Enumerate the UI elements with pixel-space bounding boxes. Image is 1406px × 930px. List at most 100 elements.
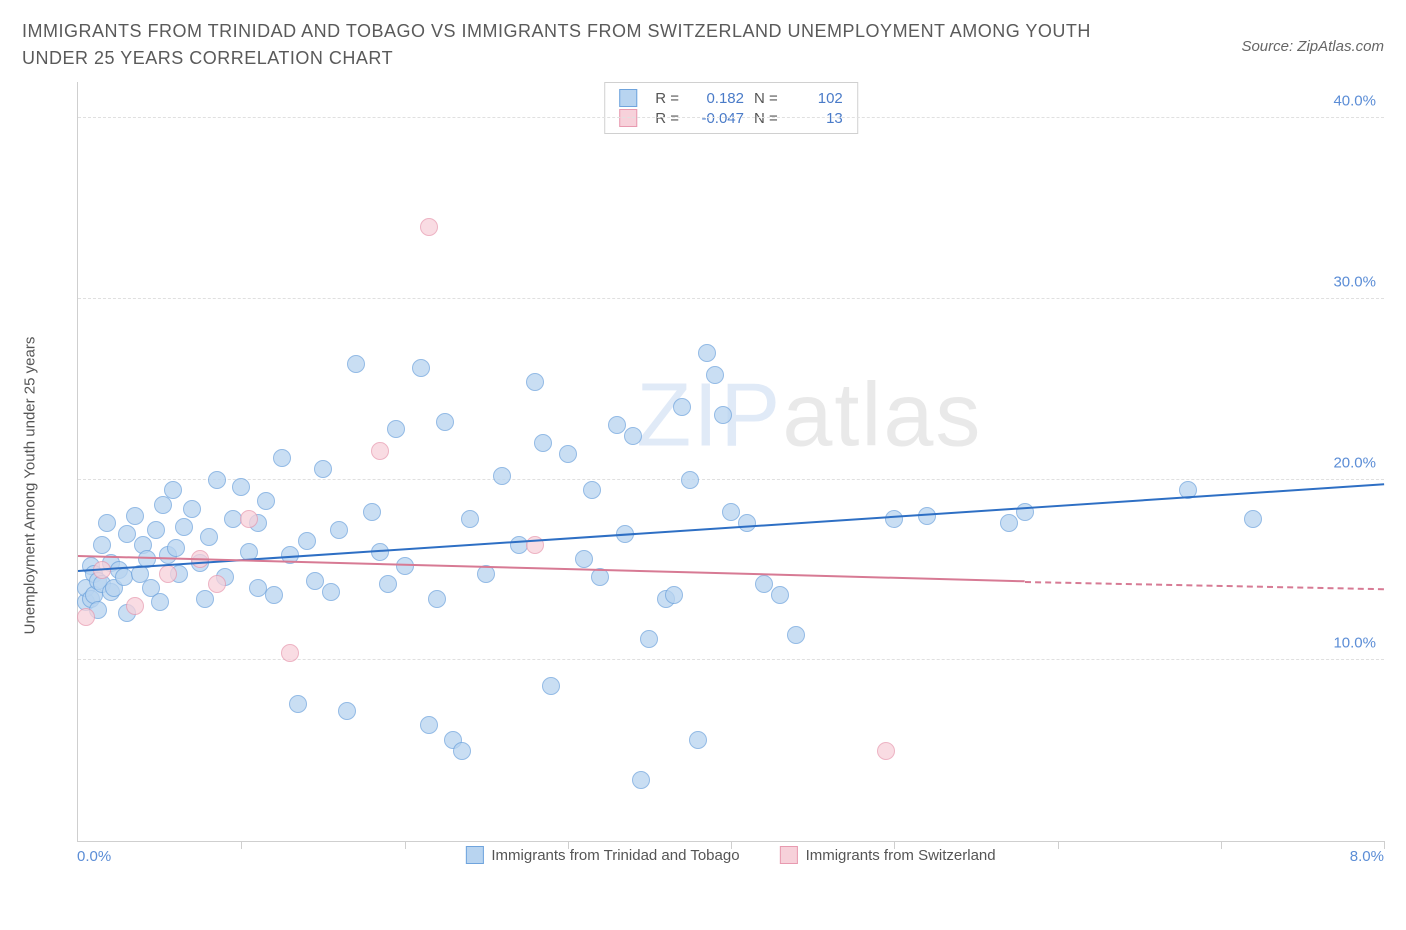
scatter-point-s1 bbox=[722, 503, 740, 521]
x-axis-max-label: 8.0% bbox=[1350, 848, 1384, 865]
scatter-point-s1 bbox=[249, 579, 267, 597]
legend-label-s1: Immigrants from Trinidad and Tobago bbox=[491, 847, 739, 864]
gridline bbox=[78, 117, 1384, 118]
gridline bbox=[78, 479, 1384, 480]
scatter-point-s1 bbox=[885, 510, 903, 528]
scatter-point-s1 bbox=[1244, 510, 1262, 528]
scatter-point-s2 bbox=[877, 742, 895, 760]
gridline bbox=[78, 298, 1384, 299]
watermark-atlas: atlas bbox=[782, 365, 982, 465]
legend-item-s2: Immigrants from Switzerland bbox=[780, 846, 996, 864]
scatter-point-s1 bbox=[510, 536, 528, 554]
scatter-point-s1 bbox=[379, 575, 397, 593]
scatter-point-s1 bbox=[330, 521, 348, 539]
scatter-point-s1 bbox=[673, 398, 691, 416]
scatter-point-s1 bbox=[338, 702, 356, 720]
scatter-point-s1 bbox=[363, 503, 381, 521]
scatter-point-s2 bbox=[208, 575, 226, 593]
scatter-point-s1 bbox=[118, 525, 136, 543]
x-axis-min-label: 0.0% bbox=[77, 848, 111, 865]
scatter-point-s1 bbox=[314, 460, 332, 478]
trend-line-s2-extrapolated bbox=[1025, 581, 1384, 590]
scatter-point-s1 bbox=[681, 471, 699, 489]
scatter-point-s1 bbox=[224, 510, 242, 528]
scatter-point-s1 bbox=[534, 434, 552, 452]
scatter-point-s2 bbox=[371, 442, 389, 460]
y-axis-label: Unemployment Among Youth under 25 years bbox=[22, 337, 39, 635]
scatter-point-s1 bbox=[289, 695, 307, 713]
stats-r-label: R = bbox=[655, 90, 679, 107]
scatter-point-s1 bbox=[175, 518, 193, 536]
legend-swatch-s2 bbox=[780, 846, 798, 864]
watermark: ZIPatlas bbox=[636, 364, 982, 467]
y-tick-label: 40.0% bbox=[1333, 93, 1376, 110]
scatter-point-s1 bbox=[689, 731, 707, 749]
scatter-point-s1 bbox=[322, 583, 340, 601]
scatter-point-s1 bbox=[164, 481, 182, 499]
scatter-point-s1 bbox=[583, 481, 601, 499]
legend-swatch-s1 bbox=[465, 846, 483, 864]
scatter-point-s1 bbox=[167, 539, 185, 557]
plot-area: ZIPatlas R = 0.182 N = 102 R = -0.047 N … bbox=[77, 82, 1384, 842]
scatter-point-s1 bbox=[542, 677, 560, 695]
y-tick-label: 20.0% bbox=[1333, 454, 1376, 471]
stats-r-value-s1: 0.182 bbox=[689, 90, 744, 107]
legend-item-s1: Immigrants from Trinidad and Tobago bbox=[465, 846, 739, 864]
scatter-point-s1 bbox=[493, 467, 511, 485]
scatter-point-s1 bbox=[787, 626, 805, 644]
scatter-point-s2 bbox=[281, 644, 299, 662]
scatter-point-s1 bbox=[257, 492, 275, 510]
chart-title: IMMIGRANTS FROM TRINIDAD AND TOBAGO VS I… bbox=[22, 18, 1122, 72]
header-row: IMMIGRANTS FROM TRINIDAD AND TOBAGO VS I… bbox=[22, 18, 1384, 72]
stats-legend-box: R = 0.182 N = 102 R = -0.047 N = 13 bbox=[604, 82, 858, 134]
scatter-point-s1 bbox=[453, 742, 471, 760]
scatter-point-s1 bbox=[387, 420, 405, 438]
scatter-point-s1 bbox=[306, 572, 324, 590]
scatter-point-s2 bbox=[240, 510, 258, 528]
stats-row-s1: R = 0.182 N = 102 bbox=[619, 89, 843, 107]
scatter-point-s1 bbox=[208, 471, 226, 489]
x-axis-row: 0.0% Immigrants from Trinidad and Tobago… bbox=[77, 842, 1384, 872]
gridline bbox=[78, 659, 1384, 660]
scatter-point-s1 bbox=[1000, 514, 1018, 532]
scatter-point-s1 bbox=[298, 532, 316, 550]
scatter-point-s1 bbox=[396, 557, 414, 575]
x-tick bbox=[1384, 841, 1385, 849]
scatter-point-s1 bbox=[98, 514, 116, 532]
scatter-point-s1 bbox=[200, 528, 218, 546]
scatter-point-s1 bbox=[665, 586, 683, 604]
scatter-point-s1 bbox=[640, 630, 658, 648]
stats-n-label: N = bbox=[754, 90, 778, 107]
scatter-point-s1 bbox=[755, 575, 773, 593]
scatter-point-s1 bbox=[698, 344, 716, 362]
scatter-point-s1 bbox=[624, 427, 642, 445]
scatter-point-s1 bbox=[347, 355, 365, 373]
source-attribution: Source: ZipAtlas.com bbox=[1241, 18, 1384, 55]
scatter-point-s1 bbox=[714, 406, 732, 424]
scatter-point-s1 bbox=[436, 413, 454, 431]
bottom-legend: Immigrants from Trinidad and Tobago Immi… bbox=[465, 846, 995, 864]
chart-container: Unemployment Among Youth under 25 years … bbox=[22, 82, 1384, 872]
stats-swatch-s1 bbox=[619, 89, 637, 107]
scatter-point-s1 bbox=[115, 568, 133, 586]
scatter-point-s1 bbox=[771, 586, 789, 604]
scatter-point-s1 bbox=[738, 514, 756, 532]
scatter-point-s1 bbox=[461, 510, 479, 528]
scatter-point-s2 bbox=[126, 597, 144, 615]
scatter-point-s1 bbox=[575, 550, 593, 568]
scatter-point-s1 bbox=[632, 771, 650, 789]
scatter-point-s1 bbox=[273, 449, 291, 467]
scatter-point-s1 bbox=[126, 507, 144, 525]
scatter-point-s2 bbox=[77, 608, 95, 626]
y-tick-label: 10.0% bbox=[1333, 635, 1376, 652]
scatter-point-s1 bbox=[232, 478, 250, 496]
scatter-point-s1 bbox=[420, 716, 438, 734]
scatter-point-s1 bbox=[608, 416, 626, 434]
scatter-point-s1 bbox=[151, 593, 169, 611]
scatter-point-s2 bbox=[420, 218, 438, 236]
scatter-point-s1 bbox=[93, 536, 111, 554]
legend-label-s2: Immigrants from Switzerland bbox=[806, 847, 996, 864]
scatter-point-s1 bbox=[196, 590, 214, 608]
scatter-point-s1 bbox=[412, 359, 430, 377]
stats-n-value-s1: 102 bbox=[788, 90, 843, 107]
